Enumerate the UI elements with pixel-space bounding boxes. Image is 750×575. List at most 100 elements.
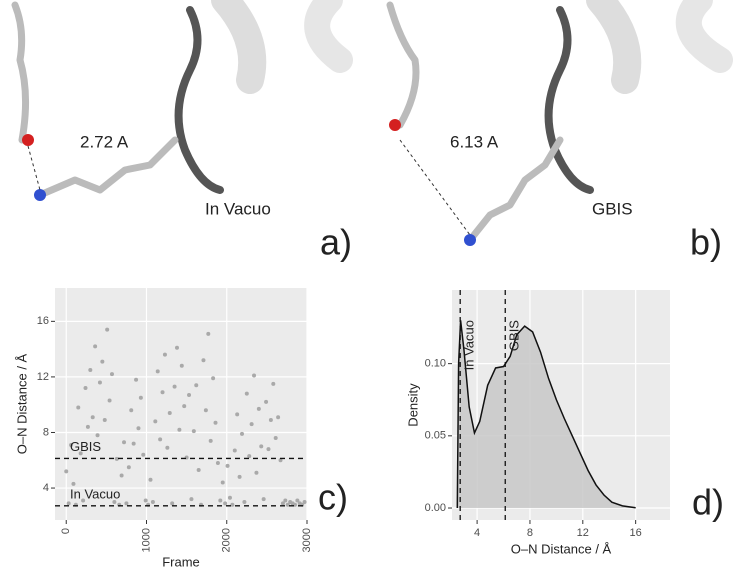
point xyxy=(174,345,179,350)
point xyxy=(158,437,163,442)
x-tick-label: 4 xyxy=(474,527,480,539)
point xyxy=(215,461,220,466)
point xyxy=(172,384,177,389)
point xyxy=(206,331,211,336)
point xyxy=(134,377,139,382)
point xyxy=(85,424,90,429)
helix xyxy=(675,0,733,73)
point xyxy=(230,502,235,507)
y-tick-label: 16 xyxy=(37,315,49,327)
y-tick-label: 12 xyxy=(37,371,49,383)
y-tick-label: 0.00 xyxy=(425,502,446,514)
point xyxy=(259,444,264,449)
point xyxy=(227,495,232,500)
point xyxy=(203,408,208,413)
point xyxy=(191,429,196,434)
point xyxy=(232,448,237,453)
point xyxy=(109,372,114,377)
point xyxy=(280,501,285,506)
point xyxy=(93,344,98,349)
point xyxy=(208,438,213,443)
point xyxy=(271,381,276,386)
y-tick-label: 0.05 xyxy=(425,430,446,442)
oxygen xyxy=(389,119,401,131)
point xyxy=(124,501,129,506)
point xyxy=(136,426,141,431)
y-tick-label: 0.10 xyxy=(425,358,446,370)
point xyxy=(76,405,81,410)
point xyxy=(126,465,131,470)
reference-label: GBIS xyxy=(70,439,101,454)
point xyxy=(252,373,257,378)
oxygen xyxy=(22,134,34,146)
panel-a: 2.72 A In Vacuo a) xyxy=(11,0,353,263)
backbone xyxy=(174,6,224,194)
panel-tag: d) xyxy=(692,482,724,523)
reference-label: GBIS xyxy=(507,320,522,351)
distance-line xyxy=(27,145,41,191)
x-tick-label: 0 xyxy=(60,528,72,534)
point xyxy=(194,383,199,388)
point xyxy=(278,458,283,463)
x-tick-label: 3000 xyxy=(301,528,313,552)
point xyxy=(201,358,206,363)
distance-line xyxy=(399,139,471,236)
point xyxy=(83,386,88,391)
point xyxy=(112,499,117,504)
point xyxy=(81,498,86,503)
x-axis-label: Frame xyxy=(162,554,200,569)
point xyxy=(78,451,83,456)
lysine xyxy=(466,136,564,244)
point xyxy=(242,499,247,504)
x-tick-label: 16 xyxy=(630,527,642,539)
point xyxy=(189,497,194,502)
point xyxy=(107,398,112,403)
point xyxy=(187,392,192,397)
panel-tag: c) xyxy=(318,477,348,518)
x-tick-label: 12 xyxy=(577,527,589,539)
point xyxy=(105,327,110,332)
x-tick-label: 1000 xyxy=(140,528,152,552)
point xyxy=(100,359,105,364)
point xyxy=(235,412,240,417)
point xyxy=(244,391,249,396)
point xyxy=(165,445,170,450)
point xyxy=(150,499,155,504)
y-axis-label: Density xyxy=(405,383,420,427)
plot-background xyxy=(55,288,307,520)
point xyxy=(141,452,146,457)
point xyxy=(95,433,100,438)
helix xyxy=(586,0,642,94)
nitrogen xyxy=(34,189,46,201)
point xyxy=(162,352,167,357)
y-tick-label: 8 xyxy=(43,426,49,438)
point xyxy=(97,380,102,385)
point xyxy=(285,502,290,507)
point xyxy=(122,440,127,445)
method-label: GBIS xyxy=(592,199,633,218)
y-axis-label: O–N Distance / Å xyxy=(14,353,29,454)
point xyxy=(143,498,148,503)
x-tick-label: 8 xyxy=(527,527,533,539)
density-line xyxy=(456,320,636,509)
point xyxy=(302,499,307,504)
nitrogen xyxy=(464,234,476,246)
point xyxy=(129,408,134,413)
point xyxy=(225,463,230,468)
point xyxy=(254,470,259,475)
point xyxy=(170,501,175,506)
point xyxy=(71,481,76,486)
point xyxy=(211,376,216,381)
point xyxy=(153,419,158,424)
point xyxy=(283,498,288,503)
backbone xyxy=(544,6,594,194)
point xyxy=(155,369,160,374)
point xyxy=(177,427,182,432)
point xyxy=(90,415,95,420)
point xyxy=(249,422,254,427)
point xyxy=(69,442,74,447)
point xyxy=(295,498,300,503)
point xyxy=(167,411,172,416)
point xyxy=(223,501,228,506)
